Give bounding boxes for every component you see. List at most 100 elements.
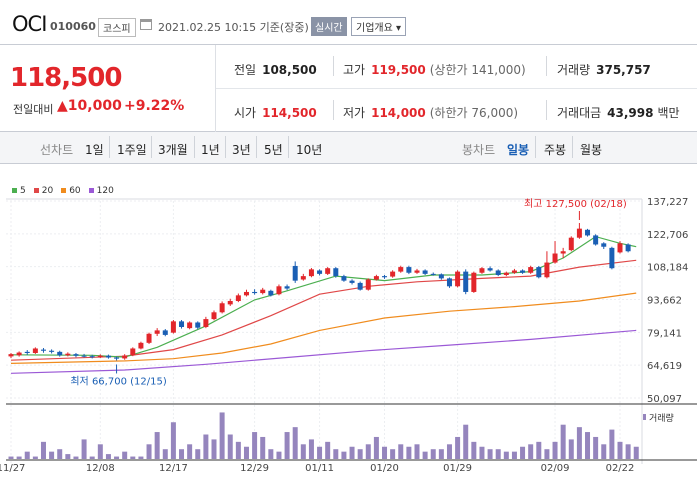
volume-bar [430, 449, 436, 459]
quote-datetime: 2021.02.25 10:15 기준(장중) [158, 21, 309, 34]
volume-bar [349, 446, 355, 459]
candle-body [211, 312, 217, 320]
volume-bar [495, 449, 501, 459]
prev-close: 전일 108,500 [234, 63, 317, 77]
volume-bar [300, 444, 306, 459]
column-divider [333, 100, 334, 120]
candle-body [544, 262, 550, 278]
stock-header: OCI 010060 코스피 2021.02.25 10:15 기준(장중) 실… [0, 0, 697, 44]
candle-body [463, 271, 469, 292]
candle-body [373, 276, 379, 280]
candle-body [276, 286, 282, 295]
tab-period-1d[interactable]: 1일 [85, 143, 104, 157]
tab-period-3y[interactable]: 3년 [232, 143, 251, 157]
candle-body [341, 276, 347, 281]
candle-body [308, 269, 314, 277]
candle-body [487, 268, 493, 271]
volume-bar [593, 436, 599, 459]
volume-bar [414, 444, 420, 459]
candle-body [268, 290, 274, 296]
candle-body [552, 253, 558, 263]
volume-bar [49, 451, 55, 459]
volume-bar [633, 446, 639, 459]
legend-ma60: 60 [61, 186, 81, 196]
candle-body [8, 354, 14, 357]
tab-divider [194, 136, 195, 158]
x-tick-label: 01/29 [443, 463, 472, 474]
candle-body [122, 355, 128, 359]
tab-monthly[interactable]: 월봉 [580, 143, 603, 157]
legend-ma120: 120 [88, 186, 114, 196]
candle-body [601, 243, 607, 247]
ma120-line [10, 329, 637, 374]
volume-bar [57, 449, 63, 459]
realtime-button[interactable]: 실시간 [311, 17, 347, 36]
tab-daily[interactable]: 일봉 [507, 143, 530, 157]
volume-bar [235, 441, 241, 459]
ma20-line [10, 259, 637, 361]
tab-period-1y[interactable]: 1년 [201, 143, 220, 157]
candle-body [65, 353, 71, 356]
tab-period-3m[interactable]: 3개월 [158, 143, 188, 157]
volume-bar [73, 456, 79, 459]
volume-bar [24, 451, 30, 459]
candle-body [81, 355, 87, 357]
volume-bar [138, 456, 144, 459]
tab-divider [535, 136, 536, 158]
volume-bar [455, 436, 461, 459]
candle-body [568, 237, 574, 251]
change-label: 전일대비 [13, 103, 54, 116]
volume-bar [195, 449, 201, 459]
volume-bar [16, 456, 22, 459]
tab-line-chart[interactable]: 선차트 [40, 143, 74, 157]
volume-bar [609, 429, 615, 459]
corp-info-dropdown[interactable]: 기업개요 ▾ [351, 17, 407, 36]
stock-code: 010060 [50, 20, 96, 33]
candle-body [114, 357, 120, 359]
y-tick-label: 64,619 [647, 361, 682, 372]
volume-bar [568, 439, 574, 459]
volume-bar [114, 456, 120, 459]
candle-body [300, 276, 306, 280]
volume-bar [219, 412, 225, 459]
market-badge: 코스피 [98, 18, 136, 37]
candle-body [105, 355, 111, 358]
tab-divider [225, 136, 226, 158]
volume-bar [317, 446, 323, 459]
calendar-icon [140, 19, 152, 30]
candle-body [503, 272, 509, 275]
tab-candle-chart[interactable]: 봉차트 [462, 143, 496, 157]
volume-bar [276, 451, 282, 459]
chart-tabs: 선차트 1일 1주일 3개월 1년 3년 5년 10년 봉차트 일봉 주봉 월봉 [0, 132, 697, 164]
volume-bar [227, 434, 233, 459]
candle-body [243, 291, 249, 296]
candle-body [292, 265, 298, 281]
candle-body [365, 279, 371, 290]
volume-bar [503, 451, 509, 459]
tab-period-1w[interactable]: 1주일 [117, 143, 147, 157]
volume-bar [146, 444, 152, 459]
volume-bar [398, 444, 404, 459]
volume-bar [601, 444, 607, 459]
volume-legend-swatch [643, 414, 646, 420]
candle-body [625, 244, 631, 252]
change-amount: ▲10,000 [57, 98, 122, 114]
tab-weekly[interactable]: 주봉 [544, 143, 567, 157]
candle-body [430, 273, 436, 275]
volume-bar [187, 444, 193, 459]
tab-period-10y[interactable]: 10년 [296, 143, 323, 157]
volume-bar [487, 449, 493, 459]
candle-body [203, 319, 209, 327]
ma-legend: 5 20 60 120 [12, 186, 114, 196]
low-annotation: 최저 66,700 (12/15) [70, 375, 166, 387]
candlestick-chart[interactable]: 137,227 122,706 108,184 93,662 79,141 64,619 5… [0, 164, 697, 477]
candle-body [227, 300, 233, 305]
high-annotation: 최고 127,500 (02/18) [524, 198, 627, 210]
candle-body [382, 276, 388, 278]
tab-period-5y[interactable]: 5년 [264, 143, 283, 157]
volume-bar [438, 449, 444, 459]
volume-bar [179, 449, 185, 459]
candle-body [560, 251, 566, 254]
y-tick-label: 79,141 [647, 328, 682, 339]
candle-body [146, 333, 152, 343]
